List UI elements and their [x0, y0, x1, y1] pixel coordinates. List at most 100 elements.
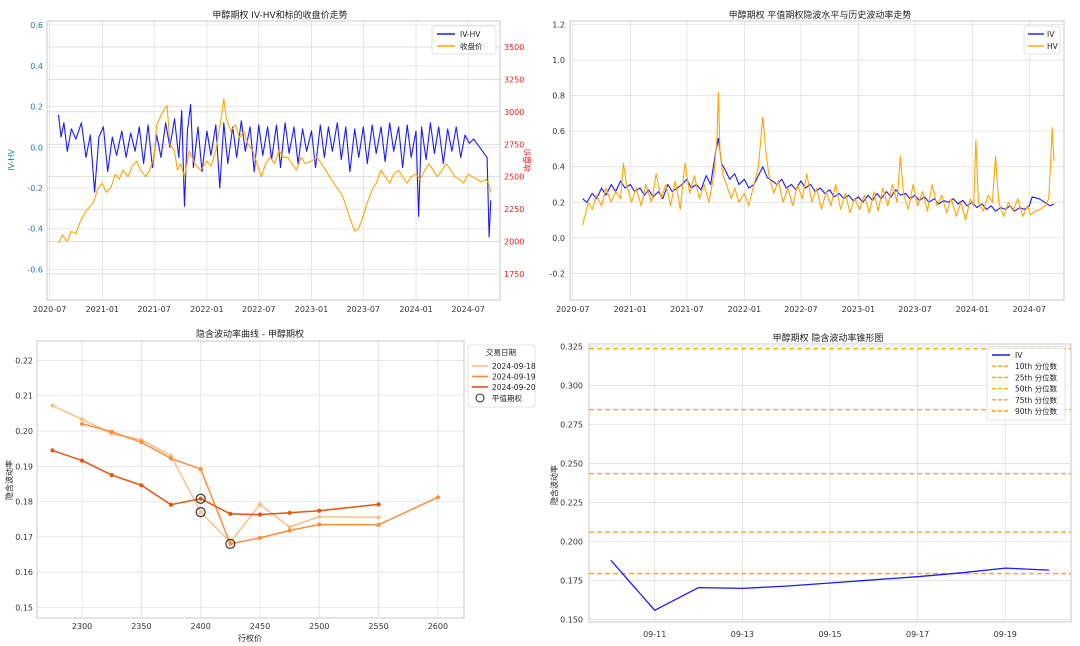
chart1-xtick-label: 2023-07 — [347, 305, 380, 314]
chart4-legend-label: IV — [1015, 351, 1023, 360]
chart3-point — [139, 440, 144, 445]
chart1-legend-label: IV-HV — [460, 30, 481, 39]
chart3-point — [317, 514, 322, 519]
chart3-point — [287, 524, 292, 530]
chart4-legend-label: 75th 分位数 — [1015, 395, 1058, 405]
chart2-series — [581, 91, 1055, 226]
chart3-point — [109, 472, 114, 478]
chart2-ytick-label: -0.2 — [549, 269, 565, 278]
chart1-xtick-label: 2021-01 — [86, 305, 119, 314]
chart1-plot-area — [46, 20, 501, 301]
chart2-hv-line — [581, 91, 1055, 226]
chart4-xtick-label: 09-19 — [994, 630, 1017, 639]
chart1-series — [57, 98, 492, 244]
chart1-y2tick-label: 2000 — [504, 238, 524, 247]
chart1-y2tick-label: 3500 — [504, 43, 524, 52]
chart1-title: 甲醇期权 IV-HV和标的收盘价走势 — [212, 9, 347, 21]
chart2-ytick-label: 0.2 — [552, 198, 565, 207]
chart2-ytick-label: 0.0 — [552, 234, 565, 243]
chart3-point — [376, 502, 381, 507]
chart4-ytick-label: 0.200 — [560, 538, 583, 547]
chart3-point — [257, 535, 263, 540]
chart1-legend: IV-HV 收盘价 — [431, 25, 497, 55]
chart3-atm-marker — [195, 493, 206, 504]
chart4-legend-label: 90th 分位数 — [1015, 406, 1058, 416]
chart1-ytick-label: 0.0 — [30, 143, 43, 152]
chart4-xtick-label: 09-17 — [906, 630, 929, 639]
chart3-point — [257, 502, 263, 507]
chart3-point — [79, 458, 85, 463]
chart4-legend-label: 10th 分位数 — [1015, 361, 1058, 371]
chart3-xlabel: 行权价 — [238, 633, 262, 643]
chart1-y2tick-label: 3250 — [504, 75, 524, 84]
chart3-point — [198, 496, 203, 501]
chart3-ytick-label: 0.19 — [15, 462, 33, 471]
chart4-ticks: 09-11 09-13 09-15 09-17 09-19 0.150 0.175 0.200… — [560, 342, 1017, 639]
chart2-xtick-label: 2020-07 — [556, 305, 589, 314]
chart4-ytick-label: 0.250 — [560, 459, 583, 468]
chart2-title: 甲醇期权 平值期权隐波水平与历史波动率走势 — [729, 9, 912, 21]
chart2-ytick-label: 0.6 — [552, 127, 565, 136]
chart2-xtick-label: 2024-01 — [956, 305, 989, 314]
chart2-ticks: 2020-07 2021-01 2021-07 2022-01 2022-07 2023-… — [549, 21, 1046, 314]
chart1-ylabel: IV-HV — [7, 149, 16, 171]
chart3-xtick-label: 2600 — [428, 622, 448, 631]
chart4-ytick-label: 0.300 — [560, 381, 583, 390]
chart4-legend-label: 25th 分位数 — [1015, 372, 1058, 382]
chart3-point — [50, 448, 55, 453]
chart1-ytick-label: -0.2 — [27, 184, 43, 193]
chart4-title: 甲醇期权 隐含波动率锥形图 — [773, 332, 884, 344]
chart3-point — [79, 417, 85, 422]
chart2-xtick-label: 2024-07 — [1013, 305, 1046, 314]
chart3-point — [228, 511, 233, 517]
chart2-plot-area — [569, 20, 1065, 301]
chart3-point — [198, 466, 203, 472]
chart2-xtick-label: 2021-07 — [670, 305, 703, 314]
chart2-grid — [570, 21, 1064, 300]
chart3-xtick-label: 2450 — [250, 622, 270, 631]
chart3-legend-label: 2024-09-18 — [492, 362, 536, 371]
chart4-ytick-label: 0.175 — [560, 577, 583, 586]
chart-iv-cone: 甲醇期权 隐含波动率锥形图 09-11 09-13 09-15 09-17 09-190… — [549, 332, 1072, 639]
chart3-xtick-label: 2500 — [309, 622, 329, 631]
chart2-xtick-label: 2022-07 — [784, 305, 817, 314]
chart4-ytick-label: 0.225 — [560, 499, 583, 508]
chart1-ticks: 2020-07 2021-01 2021-07 2022-01 2022-07 2023-… — [27, 21, 524, 314]
chart3-point — [79, 421, 85, 427]
chart1-xtick-label: 2024-07 — [451, 305, 484, 314]
chart3-ytick-label: 0.17 — [15, 533, 33, 542]
chart1-ytick-label: 0.4 — [30, 62, 43, 71]
chart3-point — [376, 522, 381, 527]
chart2-legend: IV HV — [1023, 25, 1061, 55]
chart2-legend-label: IV — [1047, 30, 1055, 39]
chart3-title: 隐含波动率曲线 - 甲醇期权 — [196, 328, 304, 340]
chart3-point — [50, 403, 55, 408]
chart1-y2tick-label: 2500 — [504, 173, 524, 182]
chart3-legend-label: 2024-09-20 — [492, 383, 536, 392]
chart1-xtick-label: 2022-01 — [190, 305, 223, 314]
chart1-legend-label: 收盘价 — [460, 41, 483, 51]
chart1-y2tick-label: 1750 — [504, 270, 524, 279]
chart4-ylabel: 隐含波动率 — [549, 465, 559, 505]
chart3-point — [317, 522, 322, 527]
chart1-ytick-label: -0.4 — [27, 225, 43, 234]
chart2-ytick-label: 1.2 — [552, 21, 565, 30]
chart2-xtick-label: 2023-07 — [898, 305, 931, 314]
chart3-point — [435, 495, 441, 500]
chart3-point — [376, 515, 381, 520]
chart3-legend-atm-label: 平值期权 — [492, 393, 522, 403]
chart3-point — [168, 502, 174, 507]
chart1-y2tick-label: 3000 — [504, 108, 524, 117]
chart2-ytick-label: 0.4 — [552, 163, 565, 172]
chart3-ytick-label: 0.20 — [15, 427, 33, 436]
chart1-ytick-label: 0.6 — [30, 21, 43, 30]
chart1-y2tick-label: 2750 — [504, 140, 524, 149]
chart3-legend-label: 2024-09-19 — [492, 373, 536, 382]
chart4-ytick-label: 0.325 — [560, 342, 583, 351]
chart2-legend-label: HV — [1047, 42, 1059, 51]
chart3-xtick-label: 2400 — [191, 622, 211, 631]
chart3-ytick-label: 0.15 — [15, 603, 33, 612]
